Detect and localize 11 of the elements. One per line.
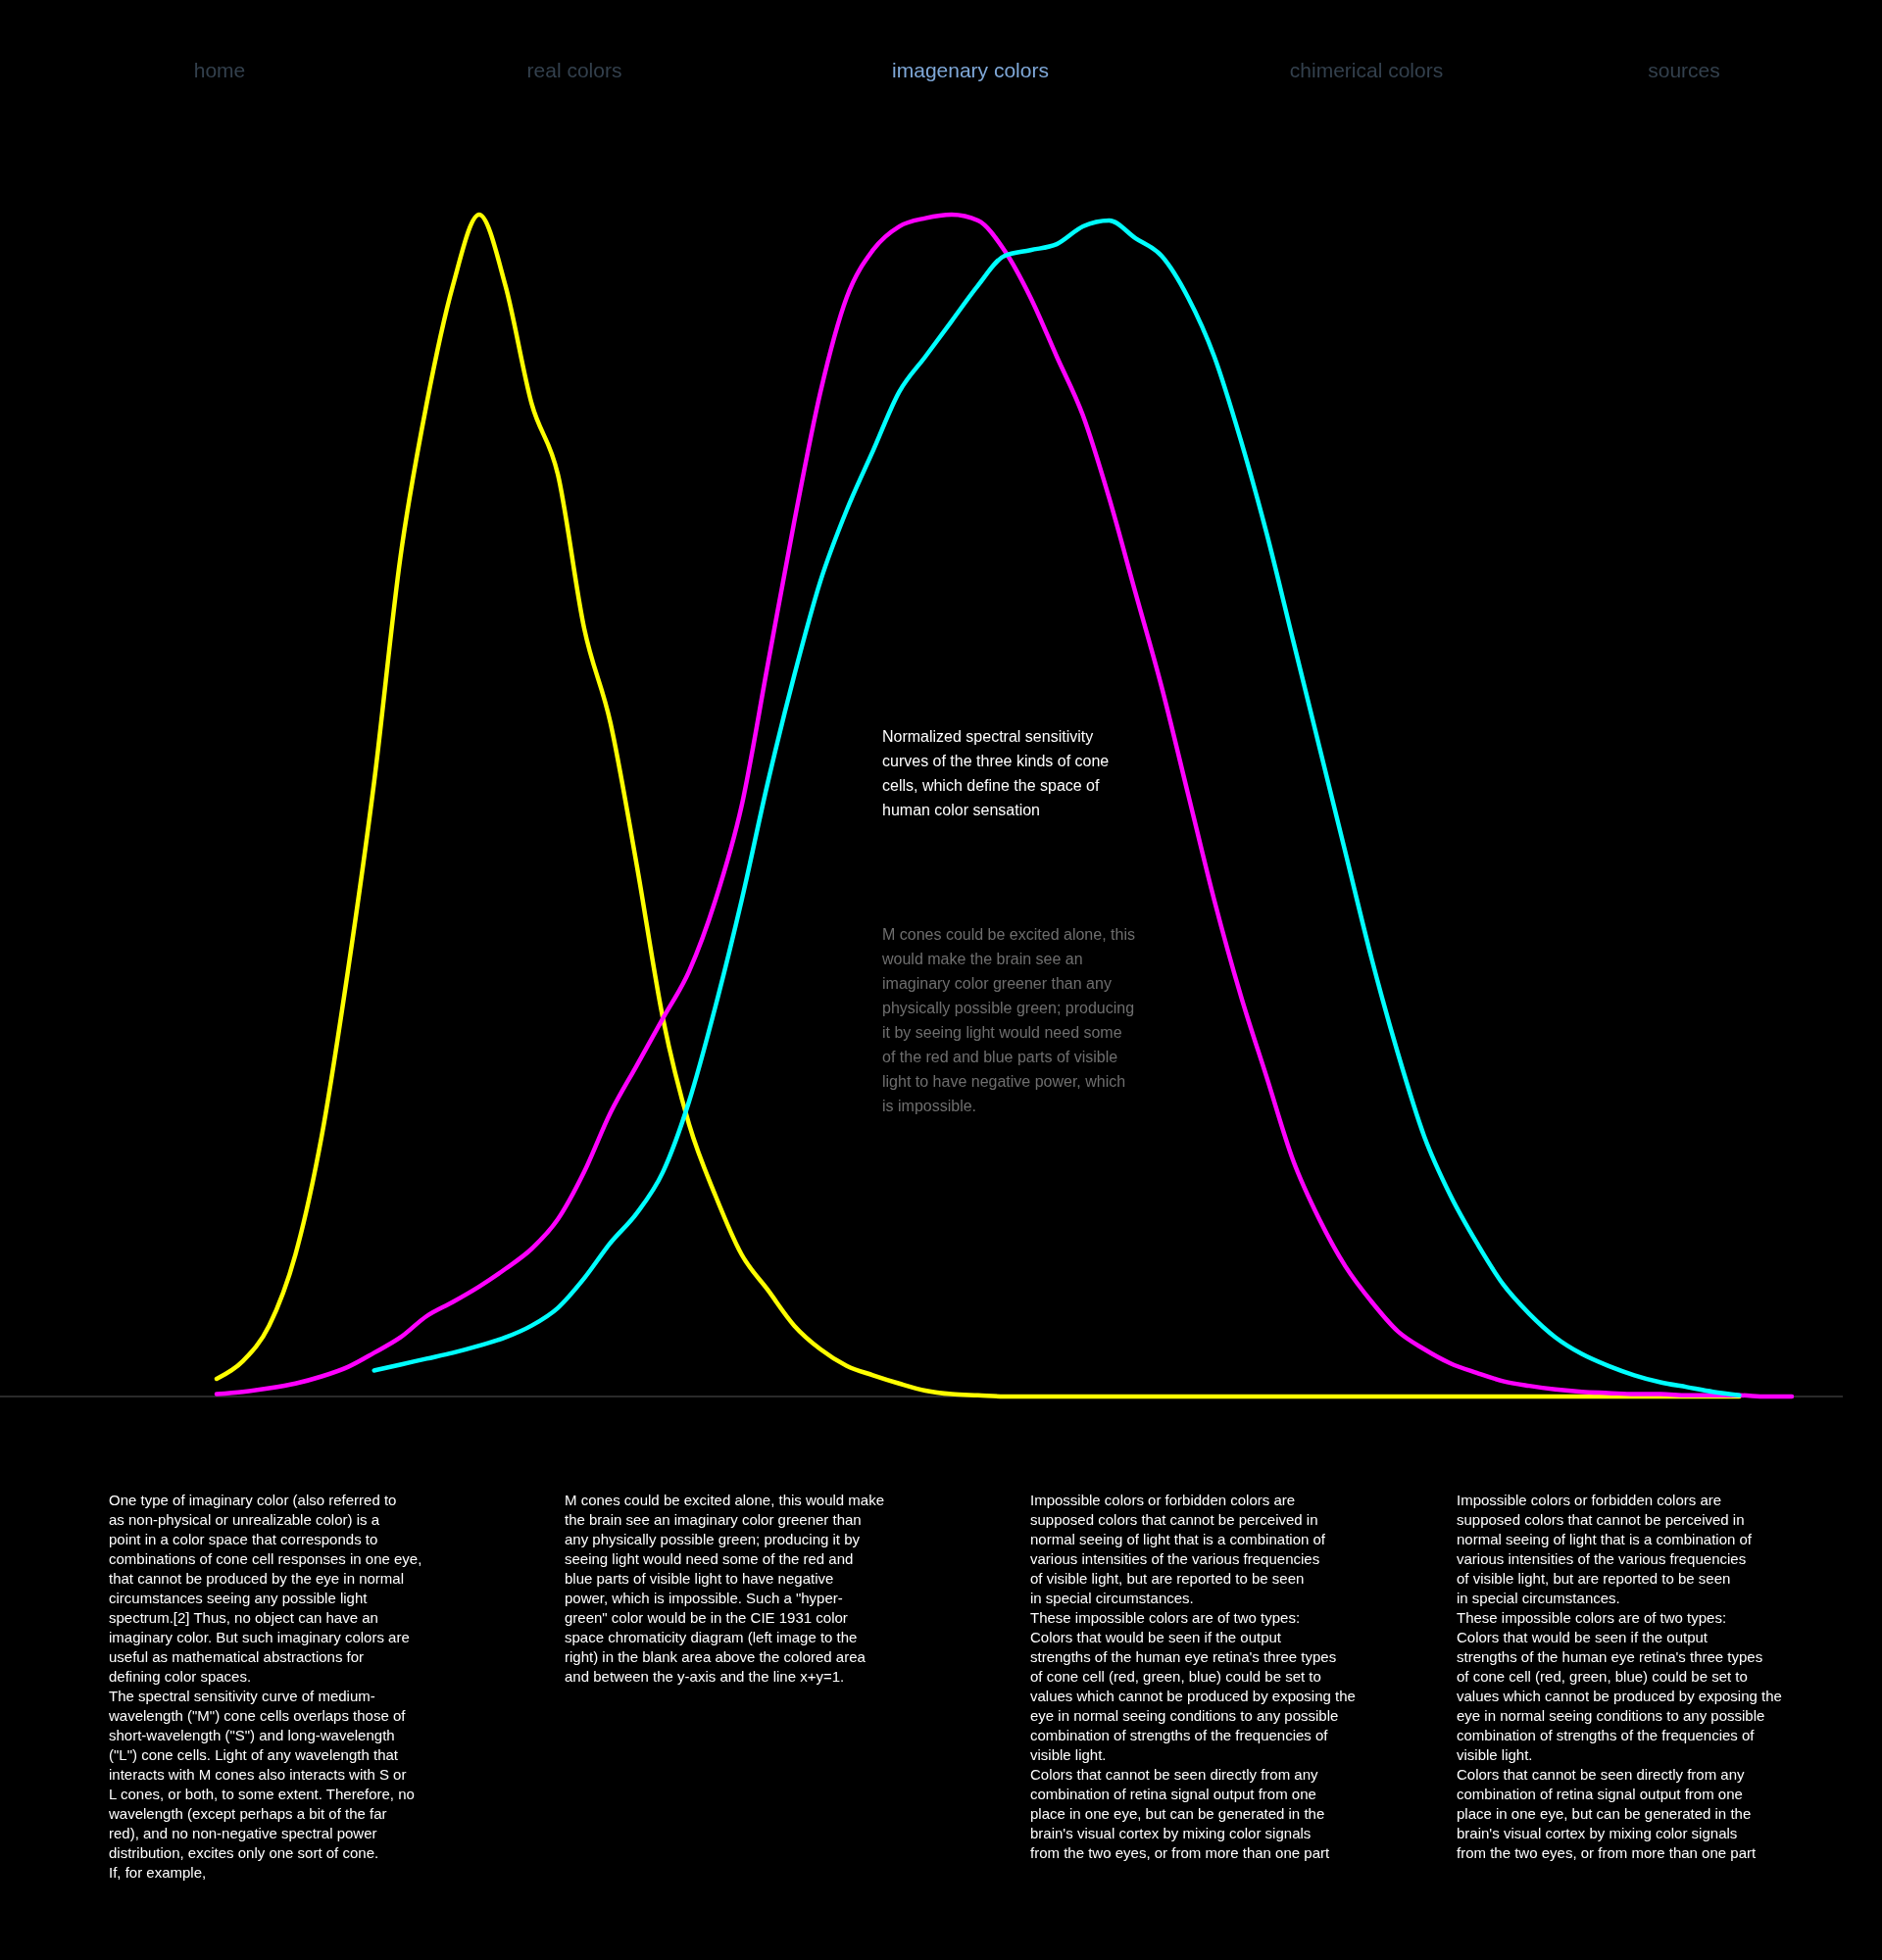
text: real colors — [526, 59, 622, 81]
text: chimerical colors — [1289, 59, 1444, 81]
text: sources — [1648, 59, 1720, 81]
text: One type of imaginary color (also referred to as non-physical or unrealizable color) is a point in a color space that corresponds to combinations of cone cell responses in one eye, that cannot be produced by the eye in normal circumstances seeing any possible light spectrum.[2] Thus, no object can have an imaginary color. But such imaginary colors are useful as mathematical abstractions for defining color spaces. The spectral sensitivity curve of medium-wavelength ("M") cone cells overlaps those of short-wavelength ("S") and long-wavelength ("L") cone cells. Light of any wavelength that interacts with M cones also interacts with S or L cones, or both, to some extent. Therefore, no wavelength (except perhaps a bit of the far red), and no non-negative spectral power distribution, excites only one sort of cone. If, for example, — [109, 1492, 422, 1881]
text: M cones could be excited alone, this would make the brain see an imaginary color greener than any physically possible green; producing it by seeing light would need some of the red and blue parts of visible light to have negative power, which is impossible. Such a "hyper-green" color would be in the CIE 1931 color space chromaticity diagram (left image to the right) in the blank area above the colored area and between the y-axis and the line x+y=1. — [565, 1492, 885, 1685]
annotation: M cones could be excited alone, this would make the brain see an imaginary color greener than any physically possible green; producing it by seeing light would need some of the red and blue parts of visible light to have negative power, which is impossible. — [881, 926, 1135, 1114]
text: home — [193, 59, 246, 81]
annotation: Normalized spectral sensitivity curves of the three kinds of cone cells, which define the space of human color sensation — [882, 728, 1110, 818]
text: Impossible colors or forbidden colors are supposed colors that cannot be perceived in normal seeing of light that is a combination of various intensities of the various frequencies of visible light, but are reported to be seen in special circumstances. These impossible colors are of two types: Colors that would be seen if the output strengths of the human eye retina's three types of cone cell (red, green, blue) could be set to values which cannot be produced by exposing the eye in normal seeing conditions to any possible combination of strengths of the frequencies of visible light. Colors that cannot be seen directly from any combination of retina signal output from one place in one eye, but can be generated in the brain's visual cortex by mixing color signals from the two eyes, or from more than one part — [1030, 1492, 1356, 1861]
text: Impossible colors or forbidden colors are supposed colors that cannot be perceived in normal seeing of light that is a combination of various intensities of the various frequencies of visible light, but are reported to be seen in special circumstances. These impossible colors are of two types: Colors that would be seen if the output strengths of the human eye retina's three types of cone cell (red, green, blue) could be set to values which cannot be produced by exposing the eye in normal seeing conditions to any possible combination of strengths of the frequencies of visible light. Colors that cannot be seen directly from any combination of retina signal output from one place in one eye, but can be generated in the brain's visual cortex by mixing color signals from the two eyes, or from more than one part — [1457, 1492, 1782, 1861]
text: imagenary colors — [892, 59, 1049, 81]
